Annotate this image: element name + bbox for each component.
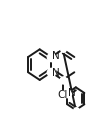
Text: N: N	[52, 51, 59, 61]
Text: N: N	[68, 88, 75, 98]
Text: Cl: Cl	[58, 90, 68, 100]
Text: N: N	[52, 68, 59, 78]
